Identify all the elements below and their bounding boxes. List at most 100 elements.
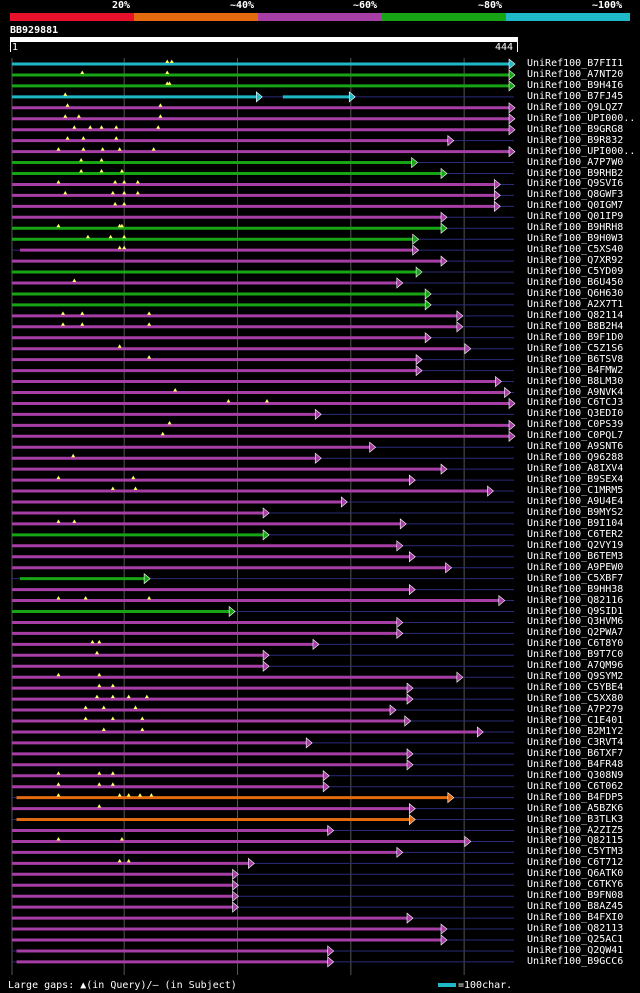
query-gap-marker bbox=[135, 179, 140, 184]
hit-label[interactable]: UniRef100_C5XX80 bbox=[527, 693, 624, 705]
hit-label[interactable]: UniRef100_A9PEW0 bbox=[527, 561, 624, 573]
query-gap-marker bbox=[56, 771, 61, 775]
hit-end-arrow bbox=[508, 430, 516, 442]
hit-label[interactable]: UniRef100_Q9SYM2 bbox=[527, 671, 624, 683]
hit-label[interactable]: UniRef100_Q2VY19 bbox=[527, 539, 624, 551]
hit-label[interactable]: UniRef100_B7FJ45 bbox=[527, 90, 624, 102]
hit-label[interactable]: UniRef100_B4FXI0 bbox=[527, 912, 624, 924]
hit-label[interactable]: UniRef100_B9RHB2 bbox=[527, 167, 624, 179]
hit-label[interactable]: UniRef100_Q6H630 bbox=[527, 287, 624, 299]
hit-label[interactable]: UniRef100_Q01IP9 bbox=[527, 211, 624, 223]
hit-label[interactable]: UniRef100_Q9SVI6 bbox=[527, 178, 624, 190]
hit-label[interactable]: UniRef100_Q82114 bbox=[527, 309, 624, 321]
hit-label[interactable]: UniRef100_Q7XR92 bbox=[527, 255, 624, 267]
hit-label[interactable]: UniRef100_Q308N9 bbox=[527, 769, 624, 781]
hit-label[interactable]: UniRef100_B2M1Y2 bbox=[527, 725, 624, 737]
hit-label[interactable]: UniRef100_A7P7W0 bbox=[527, 156, 624, 168]
hit-label[interactable]: UniRef100_Q2QW41 bbox=[527, 944, 624, 956]
hit-label[interactable]: UniRef100_UPI000.. bbox=[527, 112, 636, 124]
hit-label[interactable]: UniRef100_Q96288 bbox=[527, 452, 624, 464]
scale-legend: =100char. bbox=[438, 980, 512, 991]
hit-label[interactable]: UniRef100_B9HH38 bbox=[527, 583, 624, 595]
hit-label[interactable]: UniRef100_A8IXV4 bbox=[527, 463, 624, 475]
hit-label[interactable]: UniRef100_C0PQL7 bbox=[527, 430, 624, 442]
hit-label[interactable]: UniRef100_B8LM30 bbox=[527, 375, 624, 387]
hit-label[interactable]: UniRef100_Q82115 bbox=[527, 835, 624, 847]
hit-label[interactable]: UniRef100_Q0IGM7 bbox=[527, 200, 624, 212]
hit-label[interactable]: UniRef100_Q25AC1 bbox=[527, 934, 624, 945]
hit-label[interactable]: UniRef100_A9SNT6 bbox=[527, 441, 624, 453]
hit-label[interactable]: UniRef100_Q82113 bbox=[527, 923, 624, 935]
hit-label[interactable]: UniRef100_C5Z1S6 bbox=[527, 342, 624, 354]
query-gap-marker bbox=[117, 793, 122, 797]
query-gap-marker bbox=[110, 694, 115, 699]
hit-label[interactable]: UniRef100_B6U450 bbox=[527, 277, 624, 288]
hit-label[interactable]: UniRef100_A5BZK6 bbox=[527, 802, 624, 814]
hit-label[interactable]: UniRef100_Q2PWA7 bbox=[527, 627, 624, 639]
hit-label[interactable]: UniRef100_Q9LQZ7 bbox=[527, 101, 624, 113]
hit-label[interactable]: UniRef100_B9H4I6 bbox=[527, 79, 624, 91]
hit-label[interactable]: UniRef100_Q3EDI0 bbox=[527, 408, 624, 420]
hit-label[interactable]: UniRef100_B4FR48 bbox=[527, 758, 624, 770]
hit-label[interactable]: UniRef100_B9F1D0 bbox=[527, 331, 624, 343]
hit-label[interactable]: UniRef100_C6T062 bbox=[527, 780, 624, 792]
query-gap-marker bbox=[126, 694, 131, 699]
hit-label[interactable]: UniRef100_A2ZIZ5 bbox=[527, 824, 624, 836]
hit-label[interactable]: UniRef100_B4FMW2 bbox=[527, 364, 624, 376]
hit-label[interactable]: UniRef100_Q8GWF3 bbox=[527, 189, 624, 201]
hit-label[interactable]: UniRef100_C6TER2 bbox=[527, 528, 624, 540]
hit-label[interactable]: UniRef100_B4FDP5 bbox=[527, 791, 624, 803]
hit-label[interactable]: UniRef100_B7FII1 bbox=[527, 58, 624, 69]
hit-label[interactable]: UniRef100_A7NT20 bbox=[527, 68, 624, 80]
hit-label[interactable]: UniRef100_B6TXF7 bbox=[527, 747, 624, 759]
hit-label[interactable]: UniRef100_B3TLK3 bbox=[527, 813, 624, 825]
hit-label[interactable]: UniRef100_C5YTM3 bbox=[527, 846, 624, 858]
hit-label[interactable]: UniRef100_Q82116 bbox=[527, 594, 624, 606]
hit-label[interactable]: UniRef100_C5XS40 bbox=[527, 244, 624, 256]
hit-label[interactable]: UniRef100_A7P279 bbox=[527, 704, 624, 716]
hit-label[interactable]: UniRef100_B9MYS2 bbox=[527, 506, 624, 518]
query-gap-marker bbox=[165, 59, 170, 63]
hit-label[interactable]: UniRef100_B9I104 bbox=[527, 517, 624, 529]
hit-label[interactable]: UniRef100_B9GRG8 bbox=[527, 123, 624, 135]
hit-label[interactable]: UniRef100_C1MRM5 bbox=[527, 485, 624, 497]
hit-label[interactable]: UniRef100_B9T7C0 bbox=[527, 649, 624, 661]
query-gap-marker bbox=[56, 475, 61, 480]
hit-label[interactable]: UniRef100_B9GCC6 bbox=[527, 955, 624, 967]
hit-label[interactable]: UniRef100_C6T712 bbox=[527, 857, 624, 869]
hit-label[interactable]: UniRef100_C6T8Y0 bbox=[527, 638, 624, 650]
hit-label[interactable]: UniRef100_Q6ATK0 bbox=[527, 868, 624, 880]
query-gap-marker bbox=[122, 234, 127, 239]
hit-label[interactable]: UniRef100_A9U4E4 bbox=[527, 496, 624, 507]
hit-label[interactable]: UniRef100_C5XBF7 bbox=[527, 572, 624, 584]
hit-label[interactable]: UniRef100_A9NVK4 bbox=[527, 386, 624, 398]
hit-label[interactable]: UniRef100_A2X7T1 bbox=[527, 298, 624, 310]
hit-label[interactable]: UniRef100_B9R832 bbox=[527, 134, 624, 146]
identity-band-orange bbox=[134, 13, 258, 21]
hit-label[interactable]: UniRef100_UPI000.. bbox=[527, 145, 636, 157]
hit-label[interactable]: UniRef100_B8B2H4 bbox=[527, 320, 624, 332]
hit-label[interactable]: UniRef100_B9FN08 bbox=[527, 890, 624, 902]
hit-end-arrow bbox=[408, 474, 416, 486]
hit-label[interactable]: UniRef100_C6TCJ3 bbox=[527, 397, 624, 409]
hit-label[interactable]: UniRef100_C0PS39 bbox=[527, 419, 624, 431]
hit-end-arrow bbox=[508, 80, 516, 92]
hit-end-arrow bbox=[508, 113, 516, 125]
hit-label[interactable]: UniRef100_B9HRH8 bbox=[527, 222, 624, 234]
hit-label[interactable]: UniRef100_B6TEM3 bbox=[527, 550, 624, 562]
hit-label[interactable]: UniRef100_C6TKY6 bbox=[527, 879, 624, 891]
hit-label[interactable]: UniRef100_A7QM96 bbox=[527, 660, 624, 672]
hit-label[interactable]: UniRef100_C3RVT4 bbox=[527, 736, 624, 748]
hit-label[interactable]: UniRef100_Q9SID1 bbox=[527, 605, 624, 617]
hit-label[interactable]: UniRef100_C1E401 bbox=[527, 715, 624, 726]
hit-label[interactable]: UniRef100_B9H0W3 bbox=[527, 233, 624, 245]
hit-end-arrow bbox=[369, 441, 377, 453]
hit-label[interactable]: UniRef100_Q3HVM6 bbox=[527, 616, 624, 628]
percent-label-60: ~60% bbox=[353, 0, 378, 11]
hit-end-arrow bbox=[314, 408, 322, 421]
hit-label[interactable]: UniRef100_B9SEX4 bbox=[527, 474, 624, 486]
hit-label[interactable]: UniRef100_C5YD09 bbox=[527, 266, 624, 278]
hit-label[interactable]: UniRef100_C5YBE4 bbox=[527, 682, 624, 694]
hit-label[interactable]: UniRef100_B8AZ45 bbox=[527, 901, 624, 913]
hit-label[interactable]: UniRef100_B6TSV8 bbox=[527, 353, 624, 365]
